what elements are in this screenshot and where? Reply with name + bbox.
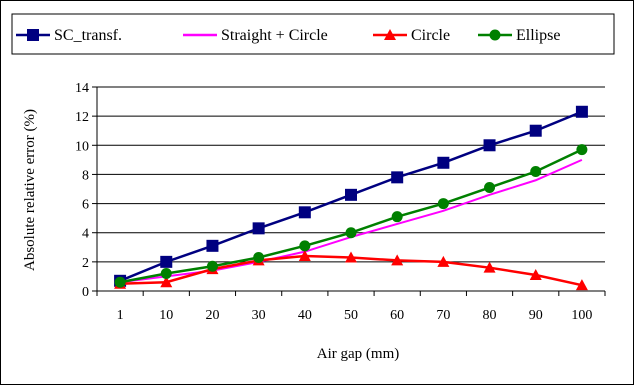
data-point-ellipse: [530, 166, 542, 178]
y-tick-label: 4: [82, 227, 89, 242]
series-layer: [114, 105, 588, 291]
data-point-sc-transf: [298, 206, 311, 219]
legend-label-sc-transf: SC_transf.: [54, 27, 122, 44]
legend-box: [11, 13, 615, 55]
data-point-sc-transf: [575, 105, 588, 118]
legend: SC_transf. Straight + Circle Circle Ellipse: [11, 13, 615, 55]
data-point-circle: [298, 250, 311, 262]
data-point-sc-transf: [160, 255, 173, 268]
data-point-ellipse: [576, 144, 588, 156]
axes: 0 2 4 6 8 10 12 14 1 10 20 30 40 50 60 70 80 90 100: [75, 81, 606, 323]
data-point-sc-transf: [206, 239, 219, 252]
data-point-ellipse: [299, 240, 311, 252]
data-point-circle: [345, 251, 357, 263]
data-point-ellipse: [484, 182, 496, 194]
series-ellipse: [114, 144, 588, 288]
data-point-sc-transf: [483, 139, 496, 152]
data-point-ellipse: [114, 276, 126, 288]
data-point-ellipse: [437, 198, 449, 210]
y-tick-label: 12: [75, 110, 89, 125]
y-tick-label: 8: [82, 168, 89, 183]
data-point-sc-transf: [529, 124, 542, 137]
legend-marker-sc-transf: [27, 29, 39, 41]
data-point-sc-transf: [391, 171, 404, 184]
legend-item-straight-circle: Straight + Circle: [183, 27, 328, 44]
x-tick-label: 50: [344, 308, 358, 323]
data-point-circle: [160, 276, 173, 288]
x-tick-label: 40: [298, 308, 312, 323]
legend-item-circle: Circle: [373, 27, 450, 44]
legend-item-ellipse: Ellipse: [478, 27, 560, 44]
x-tick-label: 80: [483, 308, 497, 323]
data-point-sc-transf: [345, 188, 357, 201]
y-tick-label: 10: [75, 139, 89, 154]
x-tick-label: 100: [571, 308, 592, 323]
data-point-ellipse: [160, 268, 172, 280]
x-tick-label: 20: [205, 308, 219, 323]
data-point-circle: [575, 279, 588, 291]
data-point-circle: [483, 261, 496, 273]
x-tick-label: 30: [252, 308, 266, 323]
x-tick-label: 10: [159, 308, 173, 323]
legend-label-straight-circle: Straight + Circle: [221, 27, 328, 44]
data-point-circle: [437, 255, 450, 267]
data-point-ellipse: [391, 211, 403, 223]
y-tick-label: 14: [75, 81, 89, 96]
data-point-sc-transf: [437, 156, 450, 169]
x-tick-label: 1: [117, 308, 124, 323]
legend-label-ellipse: Ellipse: [516, 27, 560, 44]
data-point-circle: [391, 254, 404, 266]
x-tick-label: 60: [390, 308, 404, 323]
series-circle: [114, 250, 588, 291]
legend-label-circle: Circle: [411, 27, 450, 44]
grid: [97, 86, 605, 263]
y-tick-label: 0: [82, 285, 89, 300]
legend-marker-ellipse: [489, 29, 501, 41]
y-tick-label: 2: [82, 256, 89, 271]
x-axis-title: Air gap (mm): [317, 346, 399, 362]
y-axis-title: Absolute relative error (%): [22, 109, 38, 271]
data-point-ellipse: [253, 251, 265, 263]
data-point-ellipse: [345, 227, 357, 239]
legend-marker-circle: [384, 29, 396, 40]
x-tick-label: 70: [436, 308, 450, 323]
y-tick-label: 6: [82, 198, 89, 213]
data-point-circle: [529, 268, 542, 280]
x-tick-label: 90: [529, 308, 543, 323]
data-point-ellipse: [206, 260, 218, 272]
data-point-sc-transf: [252, 222, 265, 235]
legend-item-sc-transf: SC_transf.: [16, 27, 122, 44]
